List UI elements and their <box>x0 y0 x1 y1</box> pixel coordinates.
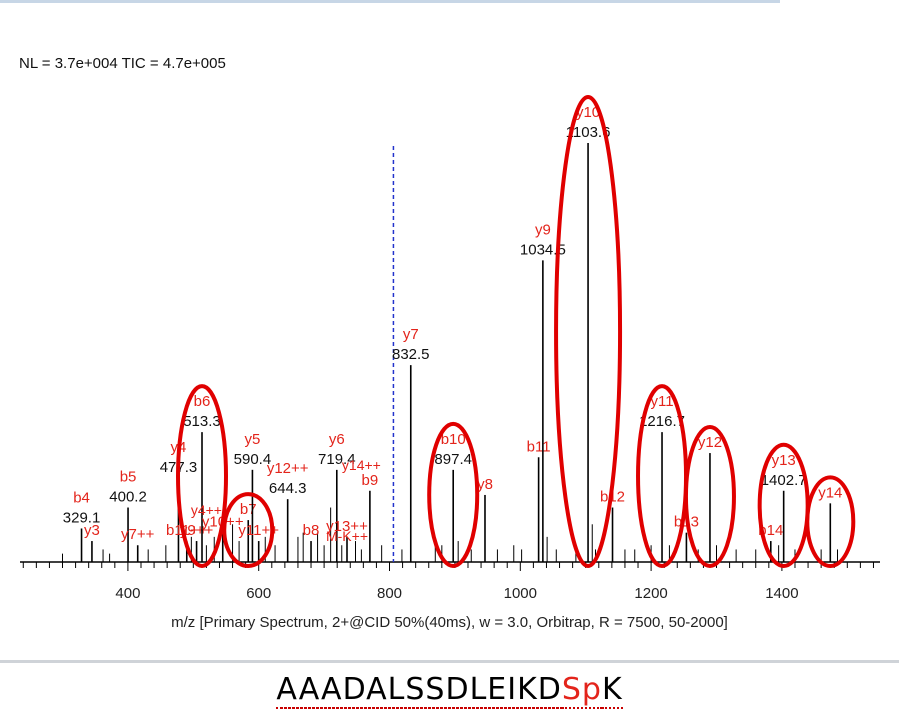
ion-label-y12++: y12++ <box>267 460 309 477</box>
ion-label-y14: y14 <box>818 484 842 501</box>
ion-label-b9: b9 <box>362 472 379 489</box>
ms2-spectrum-chart: 400 600 800 1000 1200 1400 329.1 b4 y3 400.2 b5 y7+… <box>20 95 880 602</box>
ion-label-b6: b6 <box>194 393 211 410</box>
x-tick-label: 800 <box>377 585 402 602</box>
x-tick-label: 1000 <box>504 585 537 602</box>
top-divider <box>0 0 780 3</box>
peak-mass-label: 719.4 <box>318 451 356 468</box>
highlight-circle-b10 <box>427 421 480 568</box>
peak-mass-label: 832.5 <box>392 346 430 363</box>
ion-label-y7: y7 <box>403 326 419 343</box>
sequence-suffix: K <box>601 672 623 709</box>
highlight-circle-y10 <box>554 95 623 568</box>
peak-mass-label: 1034.5 <box>520 241 566 258</box>
x-tick-label: 600 <box>246 585 271 602</box>
x-tick-label: 400 <box>115 585 140 602</box>
peak-mass-label: 1216.7 <box>639 413 685 430</box>
x-axis-title: m/z [Primary Spectrum, 2+@CID 50%(40ms),… <box>171 614 728 631</box>
ion-label-y9++: y9++ <box>180 522 214 539</box>
ion-label-y13: y13 <box>772 452 796 469</box>
ion-label-y13++: y13++ <box>326 518 368 535</box>
peak-mass-label: 1402.7 <box>761 472 807 489</box>
ion-label-b4: b4 <box>73 489 90 506</box>
ion-label-b10: b10 <box>441 431 466 448</box>
ion-label-b8: b8 <box>303 522 320 539</box>
highlight-circle-y14 <box>805 475 856 568</box>
ion-label-y7++: y7++ <box>121 526 155 543</box>
x-tick-label: 1200 <box>634 585 667 602</box>
section-divider <box>0 660 899 663</box>
ion-label-y8: y8 <box>477 476 493 493</box>
ion-label-y12: y12 <box>698 434 722 451</box>
ion-label-y3: y3 <box>84 522 100 539</box>
ion-label-extra: M-K++ <box>326 528 368 544</box>
peak-mass-label: 513.3 <box>183 413 221 430</box>
highlight-circle-y12 <box>683 425 736 568</box>
peak-mass-label: 329.1 <box>63 509 101 526</box>
peak-mass-label: 897.4 <box>434 451 472 468</box>
highlight-circle-b6 <box>176 384 229 568</box>
peak-mass-label: 400.2 <box>109 489 147 506</box>
sequence-prefix: AAADALSSDLEIKD <box>276 672 562 709</box>
ion-label-b11: b11 <box>527 438 551 455</box>
ion-label-extra: y4++ <box>191 502 222 518</box>
peptide-sequence: AAADALSSDLEIKDSpK <box>0 672 899 709</box>
ion-label-b11++: b11++ <box>166 522 208 539</box>
ion-label-y11: y11 <box>650 393 673 410</box>
ion-label-y9: y9 <box>535 221 551 238</box>
peak-mass-label: 1103.6 <box>566 124 611 141</box>
ion-label-y11++: y11++ <box>238 522 279 539</box>
highlight-circle-b7 <box>222 492 275 568</box>
phospho-residue: Sp <box>561 672 602 709</box>
ion-label-y10: y10 <box>576 104 600 121</box>
normalization-level-text: NL = 3.7e+004 TIC = 4.7e+005 <box>19 55 226 72</box>
ion-label-b5: b5 <box>120 469 137 486</box>
ion-label-b7: b7 <box>240 501 257 518</box>
x-tick-label: 1400 <box>765 585 798 602</box>
peak-mass-label: 590.4 <box>234 451 272 468</box>
peak-mass-label: 644.3 <box>269 480 307 497</box>
ion-label-y6: y6 <box>329 431 345 448</box>
ion-label-y5: y5 <box>245 431 261 448</box>
ion-label-extra: y14++ <box>342 457 381 473</box>
